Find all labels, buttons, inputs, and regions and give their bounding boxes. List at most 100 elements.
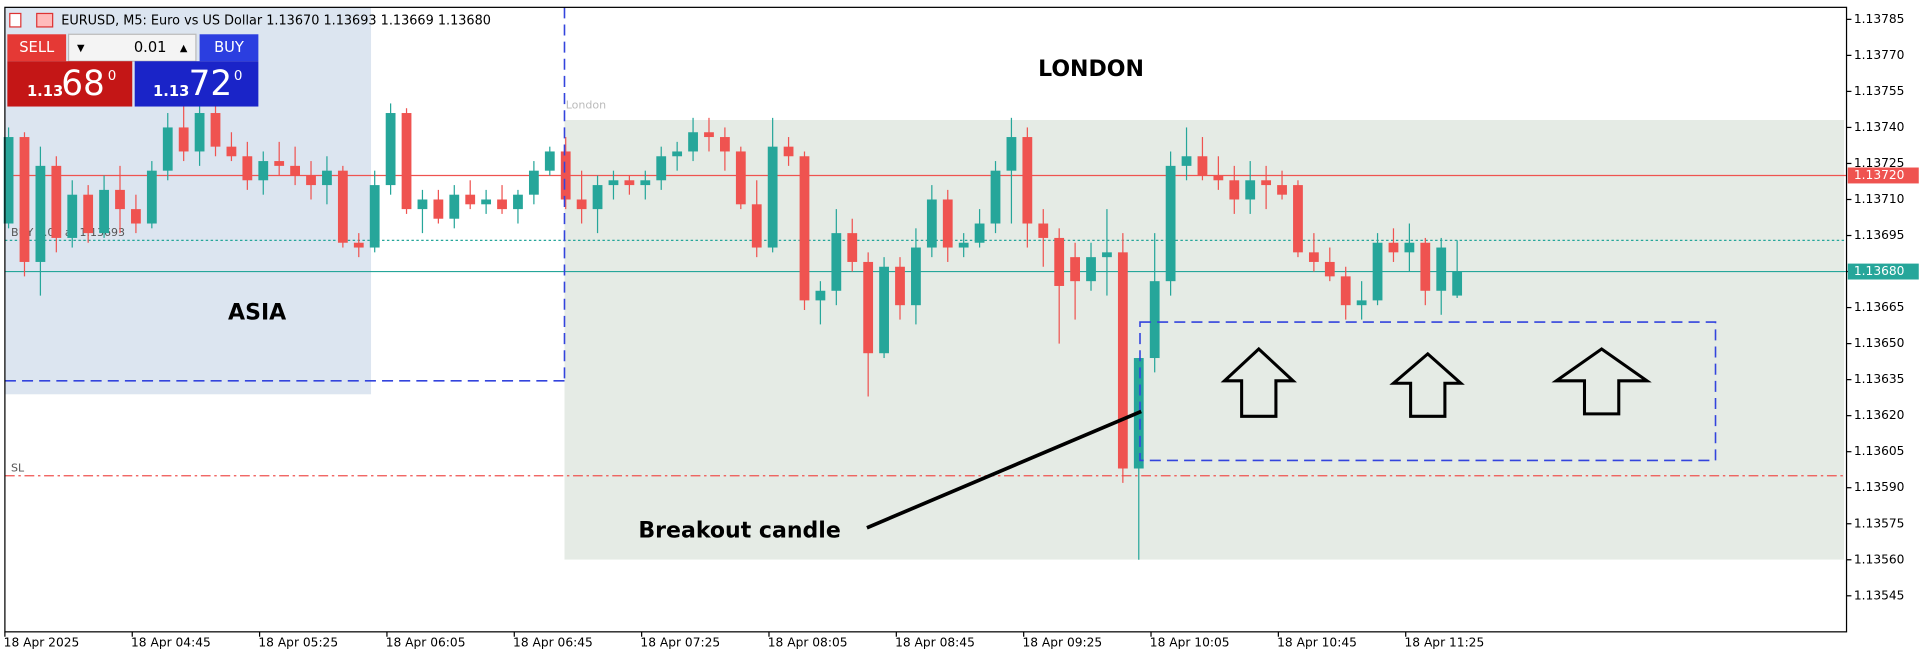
candle-body (831, 233, 842, 291)
y-tick-label: 1.13545 (1854, 588, 1905, 602)
candle-body (194, 113, 205, 152)
volume-box[interactable] (67, 33, 197, 62)
ask-prefix: 1.13 (153, 83, 189, 100)
candle-body (433, 199, 444, 219)
candle-body (1006, 137, 1017, 171)
candle-body (274, 161, 285, 166)
candle-body (1404, 242, 1415, 253)
candle-body (385, 113, 396, 186)
y-tick-label: 1.13650 (1854, 336, 1905, 350)
candle-body (353, 242, 364, 248)
y-tick-label: 1.13725 (1854, 156, 1905, 170)
candle-body (1245, 180, 1256, 200)
candle-body (767, 146, 778, 248)
candle-body (735, 151, 746, 205)
y-tick-label: 1.13560 (1854, 552, 1905, 566)
candle-body (51, 165, 62, 238)
candle-body (640, 180, 651, 186)
decrease: ▼ (77, 43, 85, 54)
candle-body (35, 165, 46, 262)
candle-body (1277, 185, 1287, 195)
candle-body (799, 156, 810, 301)
x-tick-label: 18 Apr 11:25 (1404, 635, 1484, 649)
buy-button[interactable] (199, 34, 259, 62)
up-arrow (1220, 346, 1297, 418)
plot-frame (4, 6, 1848, 633)
candle-body (401, 113, 412, 210)
candle-body (3, 137, 14, 224)
x-tick-label: 18 Apr 2025 (4, 635, 80, 649)
candle-body (1420, 242, 1431, 291)
up-arrow (1551, 347, 1652, 416)
bid-pips: 68 (61, 64, 105, 104)
candle-body (672, 151, 683, 157)
candles (3, 98, 1463, 560)
candle-body (544, 151, 555, 171)
candle-body (879, 266, 889, 354)
ask-box[interactable] (134, 61, 259, 107)
candle-body (576, 199, 587, 210)
candle-body (720, 137, 730, 152)
candle-body (1149, 281, 1160, 359)
annotation: Breakout candle (638, 518, 840, 543)
x-tick-label: 18 Apr 05:25 (258, 635, 338, 649)
price-label: 1.13680 (1854, 264, 1905, 278)
candle-body (592, 185, 603, 210)
y-tick-label: 1.13605 (1854, 444, 1905, 458)
candle-body (99, 189, 109, 234)
ask-fraction: 0 (234, 69, 243, 84)
y-tick-label: 1.13620 (1854, 408, 1905, 422)
candle-body (1308, 252, 1319, 262)
candle-body (1054, 237, 1065, 286)
candle-body (481, 199, 492, 205)
icon[interactable] (9, 12, 22, 28)
candle-body (958, 242, 969, 248)
candle-body (1165, 165, 1176, 282)
candle-body (369, 185, 380, 248)
candle-body (624, 180, 635, 186)
candle-body (83, 194, 94, 234)
candle-body (1038, 223, 1049, 238)
candle-body (449, 194, 460, 219)
candle-body (258, 161, 269, 181)
candle-body (306, 175, 316, 186)
chart-header: EURUSD, M5: Euro vs US Dollar 1.13670 1.… (61, 13, 491, 28)
candle-body (560, 151, 571, 200)
candle-body (1340, 276, 1351, 306)
axes: 1.137851.137701.137551.137401.137251.137… (4, 12, 1905, 650)
sell-label: SELL (19, 39, 55, 56)
y-tick-label: 1.13695 (1854, 228, 1905, 242)
candle-body (497, 199, 507, 210)
y-tick-label: 1.13740 (1854, 120, 1905, 134)
x-tick-label: 18 Apr 08:05 (768, 635, 848, 649)
increase: ▲ (180, 43, 188, 54)
candle-body (1117, 252, 1128, 469)
x-tick-label: 18 Apr 09:25 (1022, 635, 1102, 649)
candle-body (1372, 242, 1383, 301)
x-tick-label: 18 Apr 08:45 (895, 635, 975, 649)
candle-body (1070, 257, 1080, 282)
up-arrow (1389, 351, 1465, 418)
price-label: 1.13720 (1854, 168, 1905, 182)
x-tick-label: 18 Apr 10:45 (1277, 635, 1357, 649)
candle-body (1324, 261, 1335, 277)
price-label-box (1847, 167, 1919, 184)
candle-body (1102, 252, 1112, 258)
price-label-box (1847, 263, 1919, 280)
candle-body (528, 170, 539, 195)
candle-body (210, 113, 221, 147)
bid-box[interactable] (7, 61, 133, 107)
candle-body (704, 132, 714, 138)
x-tick-label: 18 Apr 04:45 (131, 635, 211, 649)
ask-pips: 72 (189, 64, 233, 104)
y-tick-label: 1.13665 (1854, 300, 1905, 314)
candle-body (656, 156, 667, 181)
candle-body (783, 146, 794, 157)
candle-body (1261, 180, 1272, 186)
sell-button[interactable] (7, 34, 67, 62)
icon[interactable] (36, 12, 54, 28)
x-tick-label: 18 Apr 06:45 (513, 635, 593, 649)
candle-body (242, 156, 253, 181)
candle-body (1213, 175, 1224, 181)
candle-body (115, 189, 125, 210)
